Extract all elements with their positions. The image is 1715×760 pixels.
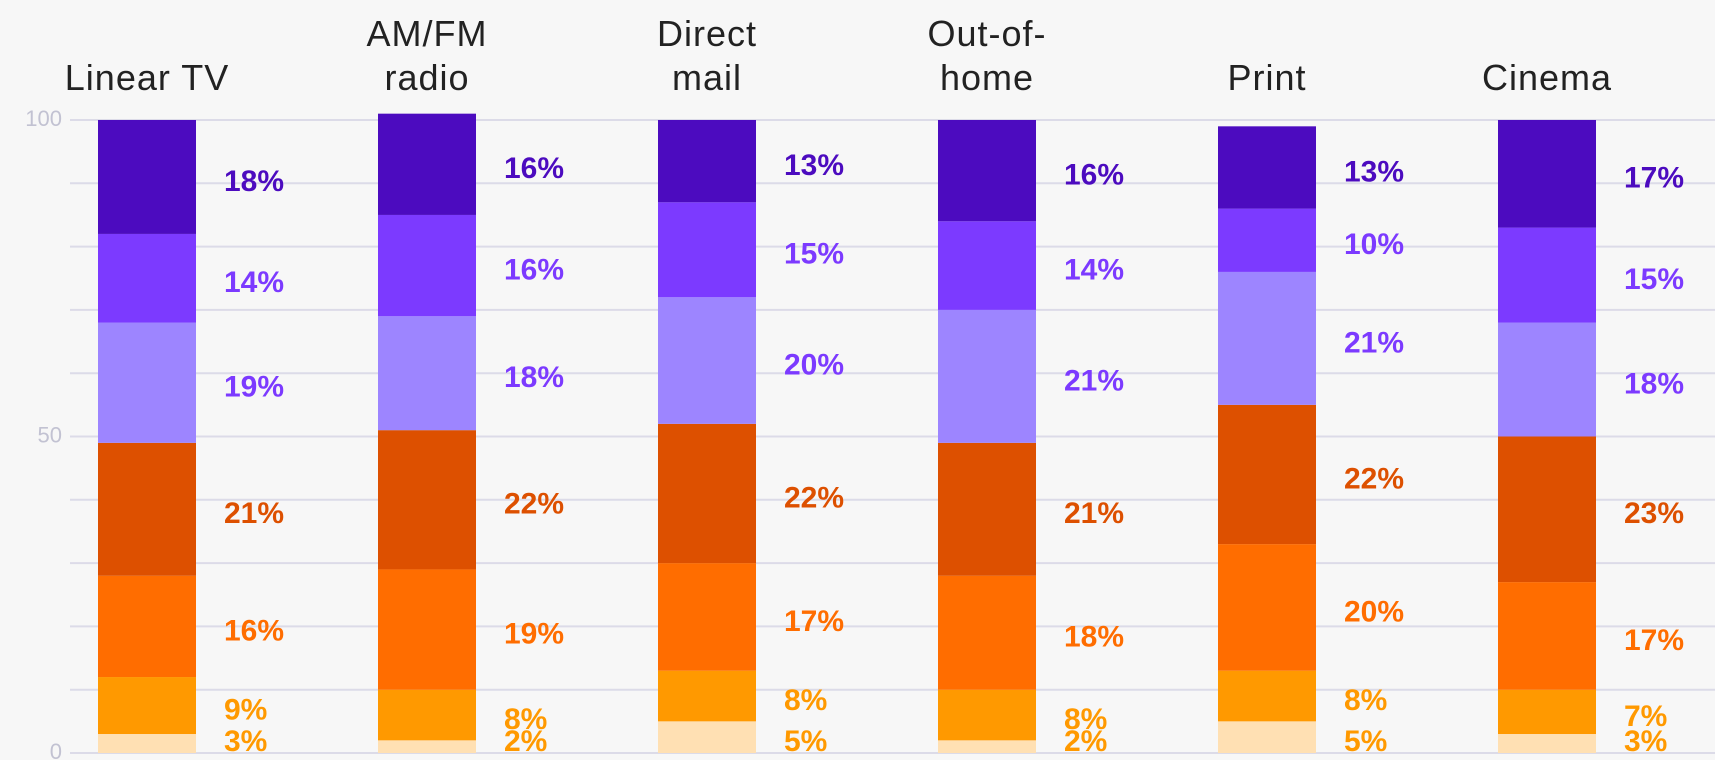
value-label: 18% bbox=[504, 361, 564, 394]
value-label: 8% bbox=[1064, 703, 1107, 736]
bar-segment bbox=[378, 569, 476, 690]
value-label: 14% bbox=[1064, 254, 1124, 287]
value-label: 7% bbox=[1624, 700, 1667, 733]
bar-segment bbox=[378, 689, 476, 741]
value-label: 21% bbox=[224, 497, 284, 530]
value-label: 16% bbox=[224, 614, 284, 647]
bar-segment bbox=[98, 322, 196, 443]
value-label: 3% bbox=[1624, 725, 1667, 758]
bar-segment bbox=[658, 297, 756, 424]
value-label: 13% bbox=[1344, 155, 1404, 188]
bar-segment bbox=[98, 120, 196, 234]
bar-segment bbox=[658, 202, 756, 298]
value-label: 14% bbox=[224, 266, 284, 299]
bar-segment bbox=[1218, 721, 1316, 753]
value-label: 20% bbox=[1344, 595, 1404, 628]
value-label: 22% bbox=[1344, 462, 1404, 495]
bar-segment bbox=[658, 120, 756, 203]
bar-segment bbox=[1498, 582, 1596, 690]
bar-segment bbox=[378, 316, 476, 431]
bar-segment bbox=[1218, 208, 1316, 272]
bar-segment bbox=[98, 575, 196, 678]
bar-segment bbox=[378, 430, 476, 570]
value-label: 18% bbox=[1064, 621, 1124, 654]
value-label: 5% bbox=[784, 725, 827, 758]
bar-segment bbox=[1498, 734, 1596, 753]
value-label: 8% bbox=[504, 703, 547, 736]
category-label: Print bbox=[1227, 57, 1307, 98]
value-label: 17% bbox=[784, 605, 844, 638]
value-label: 21% bbox=[1064, 497, 1124, 530]
bar-segment bbox=[1218, 544, 1316, 671]
bar-segment bbox=[1218, 271, 1316, 405]
value-label: 3% bbox=[224, 725, 267, 758]
value-label: 19% bbox=[224, 371, 284, 404]
bar-segment bbox=[938, 221, 1036, 310]
bar-segment bbox=[658, 721, 756, 753]
value-label: 9% bbox=[224, 693, 267, 726]
bar-segment bbox=[938, 689, 1036, 741]
category-label: Cinema bbox=[1481, 57, 1613, 98]
bar-segment bbox=[938, 120, 1036, 222]
bar-segment bbox=[98, 442, 196, 576]
value-label: 23% bbox=[1624, 497, 1684, 530]
value-label: 8% bbox=[784, 684, 827, 717]
bar-segment bbox=[938, 309, 1036, 443]
value-label: 8% bbox=[1344, 684, 1387, 717]
bar-segment bbox=[938, 740, 1036, 753]
value-label: 21% bbox=[1064, 364, 1124, 397]
value-label: 2% bbox=[1064, 725, 1107, 758]
value-label: 20% bbox=[784, 348, 844, 381]
value-label: 16% bbox=[504, 254, 564, 287]
bar-segment bbox=[1498, 120, 1596, 228]
category-label: Linear TV bbox=[64, 57, 230, 98]
bar-segment bbox=[378, 214, 476, 317]
bar-segment bbox=[98, 734, 196, 753]
bar-segment bbox=[938, 575, 1036, 690]
bar-segment bbox=[1498, 436, 1596, 583]
value-label: 13% bbox=[784, 149, 844, 182]
value-label: 16% bbox=[1064, 159, 1124, 192]
bar-segment bbox=[1218, 126, 1316, 209]
value-label: 17% bbox=[1624, 162, 1684, 195]
bar-segment bbox=[1498, 689, 1596, 735]
category-label: Direct mail bbox=[656, 13, 757, 98]
bar-segment bbox=[1498, 227, 1596, 323]
category-label: AM/FM radio bbox=[366, 13, 488, 98]
value-label: 18% bbox=[1624, 367, 1684, 400]
value-label: 2% bbox=[504, 725, 547, 758]
bar-segment bbox=[378, 740, 476, 753]
bar-segment bbox=[378, 113, 476, 215]
value-label: 15% bbox=[1624, 263, 1684, 296]
value-label: 19% bbox=[504, 617, 564, 650]
bar-segment bbox=[98, 233, 196, 323]
value-label: 16% bbox=[504, 152, 564, 185]
value-label: 21% bbox=[1344, 326, 1404, 359]
value-label: 17% bbox=[1624, 624, 1684, 657]
bar-segment bbox=[1218, 404, 1316, 545]
value-label: 22% bbox=[504, 488, 564, 521]
category-label: Out-of-home bbox=[927, 13, 1047, 98]
y-tick-label: 0 bbox=[50, 739, 62, 760]
y-tick-label: 50 bbox=[38, 422, 62, 447]
bar-segment bbox=[938, 442, 1036, 576]
bar-segment bbox=[1218, 670, 1316, 722]
bar-segment bbox=[1498, 322, 1596, 437]
value-label: 22% bbox=[784, 481, 844, 514]
value-label: 18% bbox=[224, 165, 284, 198]
value-label: 10% bbox=[1344, 228, 1404, 261]
value-label: 15% bbox=[784, 238, 844, 271]
bar-segment bbox=[98, 677, 196, 735]
bar-segment bbox=[658, 563, 756, 671]
bar-segment bbox=[658, 670, 756, 722]
y-tick-label: 100 bbox=[25, 106, 62, 131]
value-label: 5% bbox=[1344, 725, 1387, 758]
bar-segment bbox=[658, 423, 756, 564]
